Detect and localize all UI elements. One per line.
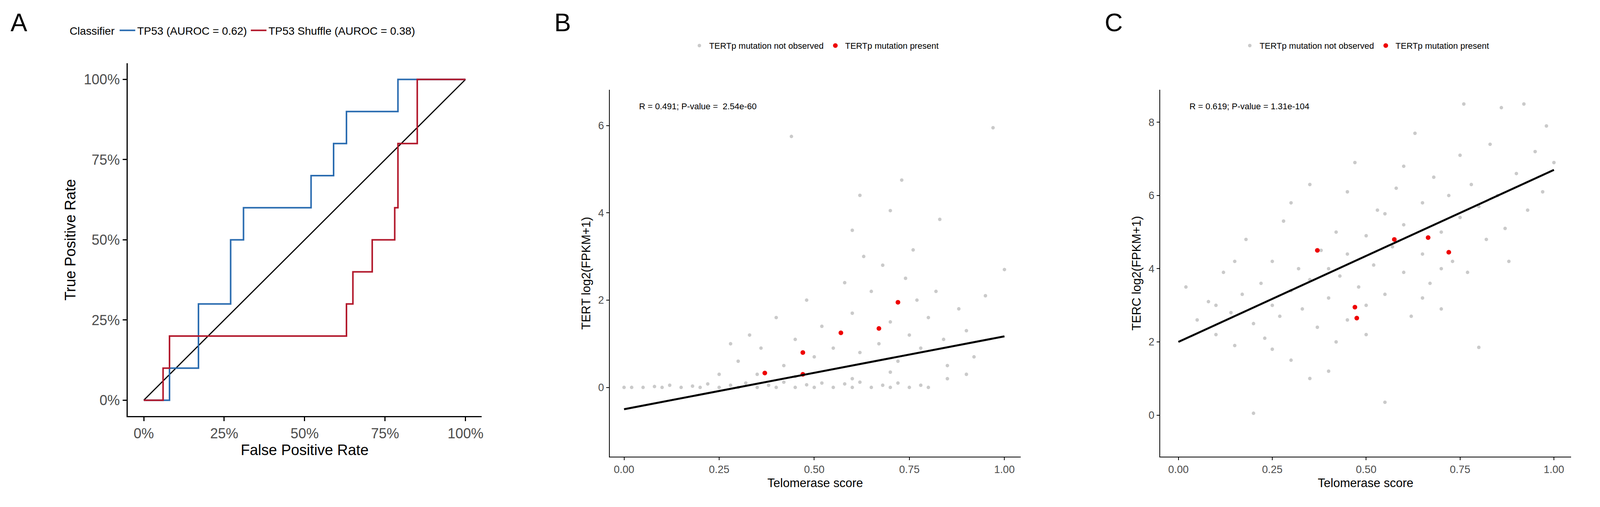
svg-text:TP53 (AUROC = 0.62): TP53 (AUROC = 0.62) xyxy=(137,25,247,38)
svg-text:TERT log2(FPKM+1): TERT log2(FPKM+1) xyxy=(579,217,593,331)
svg-text:75%: 75% xyxy=(91,151,120,168)
svg-text:25%: 25% xyxy=(210,425,239,442)
svg-text:0%: 0% xyxy=(99,392,120,409)
svg-text:0.00: 0.00 xyxy=(613,464,635,476)
svg-text:100%: 100% xyxy=(83,71,120,88)
svg-text:100%: 100% xyxy=(447,425,484,442)
svg-text:R = 0.491; P-value = 2.54e-60: R = 0.491; P-value = 2.54e-60 xyxy=(639,101,757,112)
svg-text:75%: 75% xyxy=(371,425,400,442)
svg-text:4: 4 xyxy=(1148,263,1155,275)
svg-text:TERTp mutation not observed: TERTp mutation not observed xyxy=(708,41,824,51)
svg-text:1.00: 1.00 xyxy=(994,464,1015,476)
svg-text:0.50: 0.50 xyxy=(1355,464,1377,476)
svg-text:TP53 Shuffle (AUROC = 0.38): TP53 Shuffle (AUROC = 0.38) xyxy=(268,25,415,38)
svg-text:Classifier: Classifier xyxy=(69,25,115,38)
svg-text:0.25: 0.25 xyxy=(708,464,730,476)
svg-text:0.50: 0.50 xyxy=(803,464,825,476)
svg-text:2: 2 xyxy=(598,294,604,307)
svg-text:0.75: 0.75 xyxy=(1449,464,1471,476)
svg-text:TERTp mutation present: TERTp mutation present xyxy=(1395,41,1490,51)
svg-text:0.25: 0.25 xyxy=(1262,464,1283,476)
svg-text:True Positive Rate: True Positive Rate xyxy=(62,179,79,301)
svg-text:1.00: 1.00 xyxy=(1543,464,1565,476)
svg-text:8: 8 xyxy=(1148,116,1155,129)
svg-text:6: 6 xyxy=(598,119,604,132)
svg-text:A: A xyxy=(10,8,28,37)
svg-text:False Positive Rate: False Positive Rate xyxy=(240,442,369,459)
svg-text:TERC log2(FPKM+1): TERC log2(FPKM+1) xyxy=(1129,216,1144,331)
svg-text:R = 0.619; P-value = 1.31e-104: R = 0.619; P-value = 1.31e-104 xyxy=(1189,101,1310,112)
svg-text:0.75: 0.75 xyxy=(899,464,920,476)
svg-text:TERTp mutation not observed: TERTp mutation not observed xyxy=(1259,41,1374,51)
svg-text:0: 0 xyxy=(598,382,604,394)
svg-text:Telomerase score: Telomerase score xyxy=(767,476,864,491)
svg-text:TERTp mutation present: TERTp mutation present xyxy=(845,41,939,51)
svg-text:25%: 25% xyxy=(91,312,120,329)
svg-text:4: 4 xyxy=(598,207,604,220)
svg-text:B: B xyxy=(554,8,572,37)
svg-text:50%: 50% xyxy=(290,425,319,442)
svg-text:6: 6 xyxy=(1148,189,1155,202)
svg-text:Telomerase score: Telomerase score xyxy=(1317,476,1414,491)
svg-text:0%: 0% xyxy=(133,425,154,442)
svg-text:C: C xyxy=(1104,8,1123,37)
svg-text:0: 0 xyxy=(1148,409,1155,422)
svg-text:0.00: 0.00 xyxy=(1167,464,1189,476)
svg-text:2: 2 xyxy=(1148,336,1155,349)
svg-text:50%: 50% xyxy=(91,232,120,249)
